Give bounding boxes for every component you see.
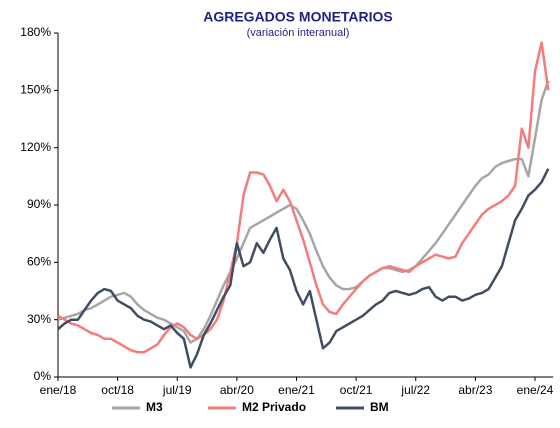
y-tick-label: 60% bbox=[27, 255, 51, 269]
y-tick-label: 150% bbox=[20, 83, 51, 97]
x-tick-label: abr/23 bbox=[458, 383, 492, 397]
series-line bbox=[57, 80, 550, 344]
series-line bbox=[57, 41, 550, 354]
legend-label: M2 Privado bbox=[242, 400, 306, 414]
legend-label: M3 bbox=[146, 400, 163, 414]
chart-title: AGREGADOS MONETARIOS bbox=[203, 9, 393, 25]
legend-label: BM bbox=[370, 400, 389, 414]
x-tick-label: oct/18 bbox=[101, 383, 134, 397]
chart-subtitle: (variación interanual) bbox=[247, 27, 350, 39]
y-tick-label: 0% bbox=[34, 369, 52, 383]
y-tick-label: 30% bbox=[27, 312, 51, 326]
x-tick-label: abr/20 bbox=[220, 383, 254, 397]
x-tick-label: jul/19 bbox=[162, 383, 192, 397]
x-tick-label: ene/18 bbox=[40, 383, 77, 397]
x-tick-label: oct/21 bbox=[340, 383, 373, 397]
x-tick-label: ene/24 bbox=[517, 383, 554, 397]
y-tick-label: 120% bbox=[20, 140, 51, 154]
y-tick-label: 90% bbox=[27, 197, 51, 211]
x-tick-label: ene/21 bbox=[278, 383, 315, 397]
x-tick-label: jul/22 bbox=[400, 383, 430, 397]
y-tick-label: 180% bbox=[20, 25, 51, 39]
series-line bbox=[57, 168, 550, 369]
